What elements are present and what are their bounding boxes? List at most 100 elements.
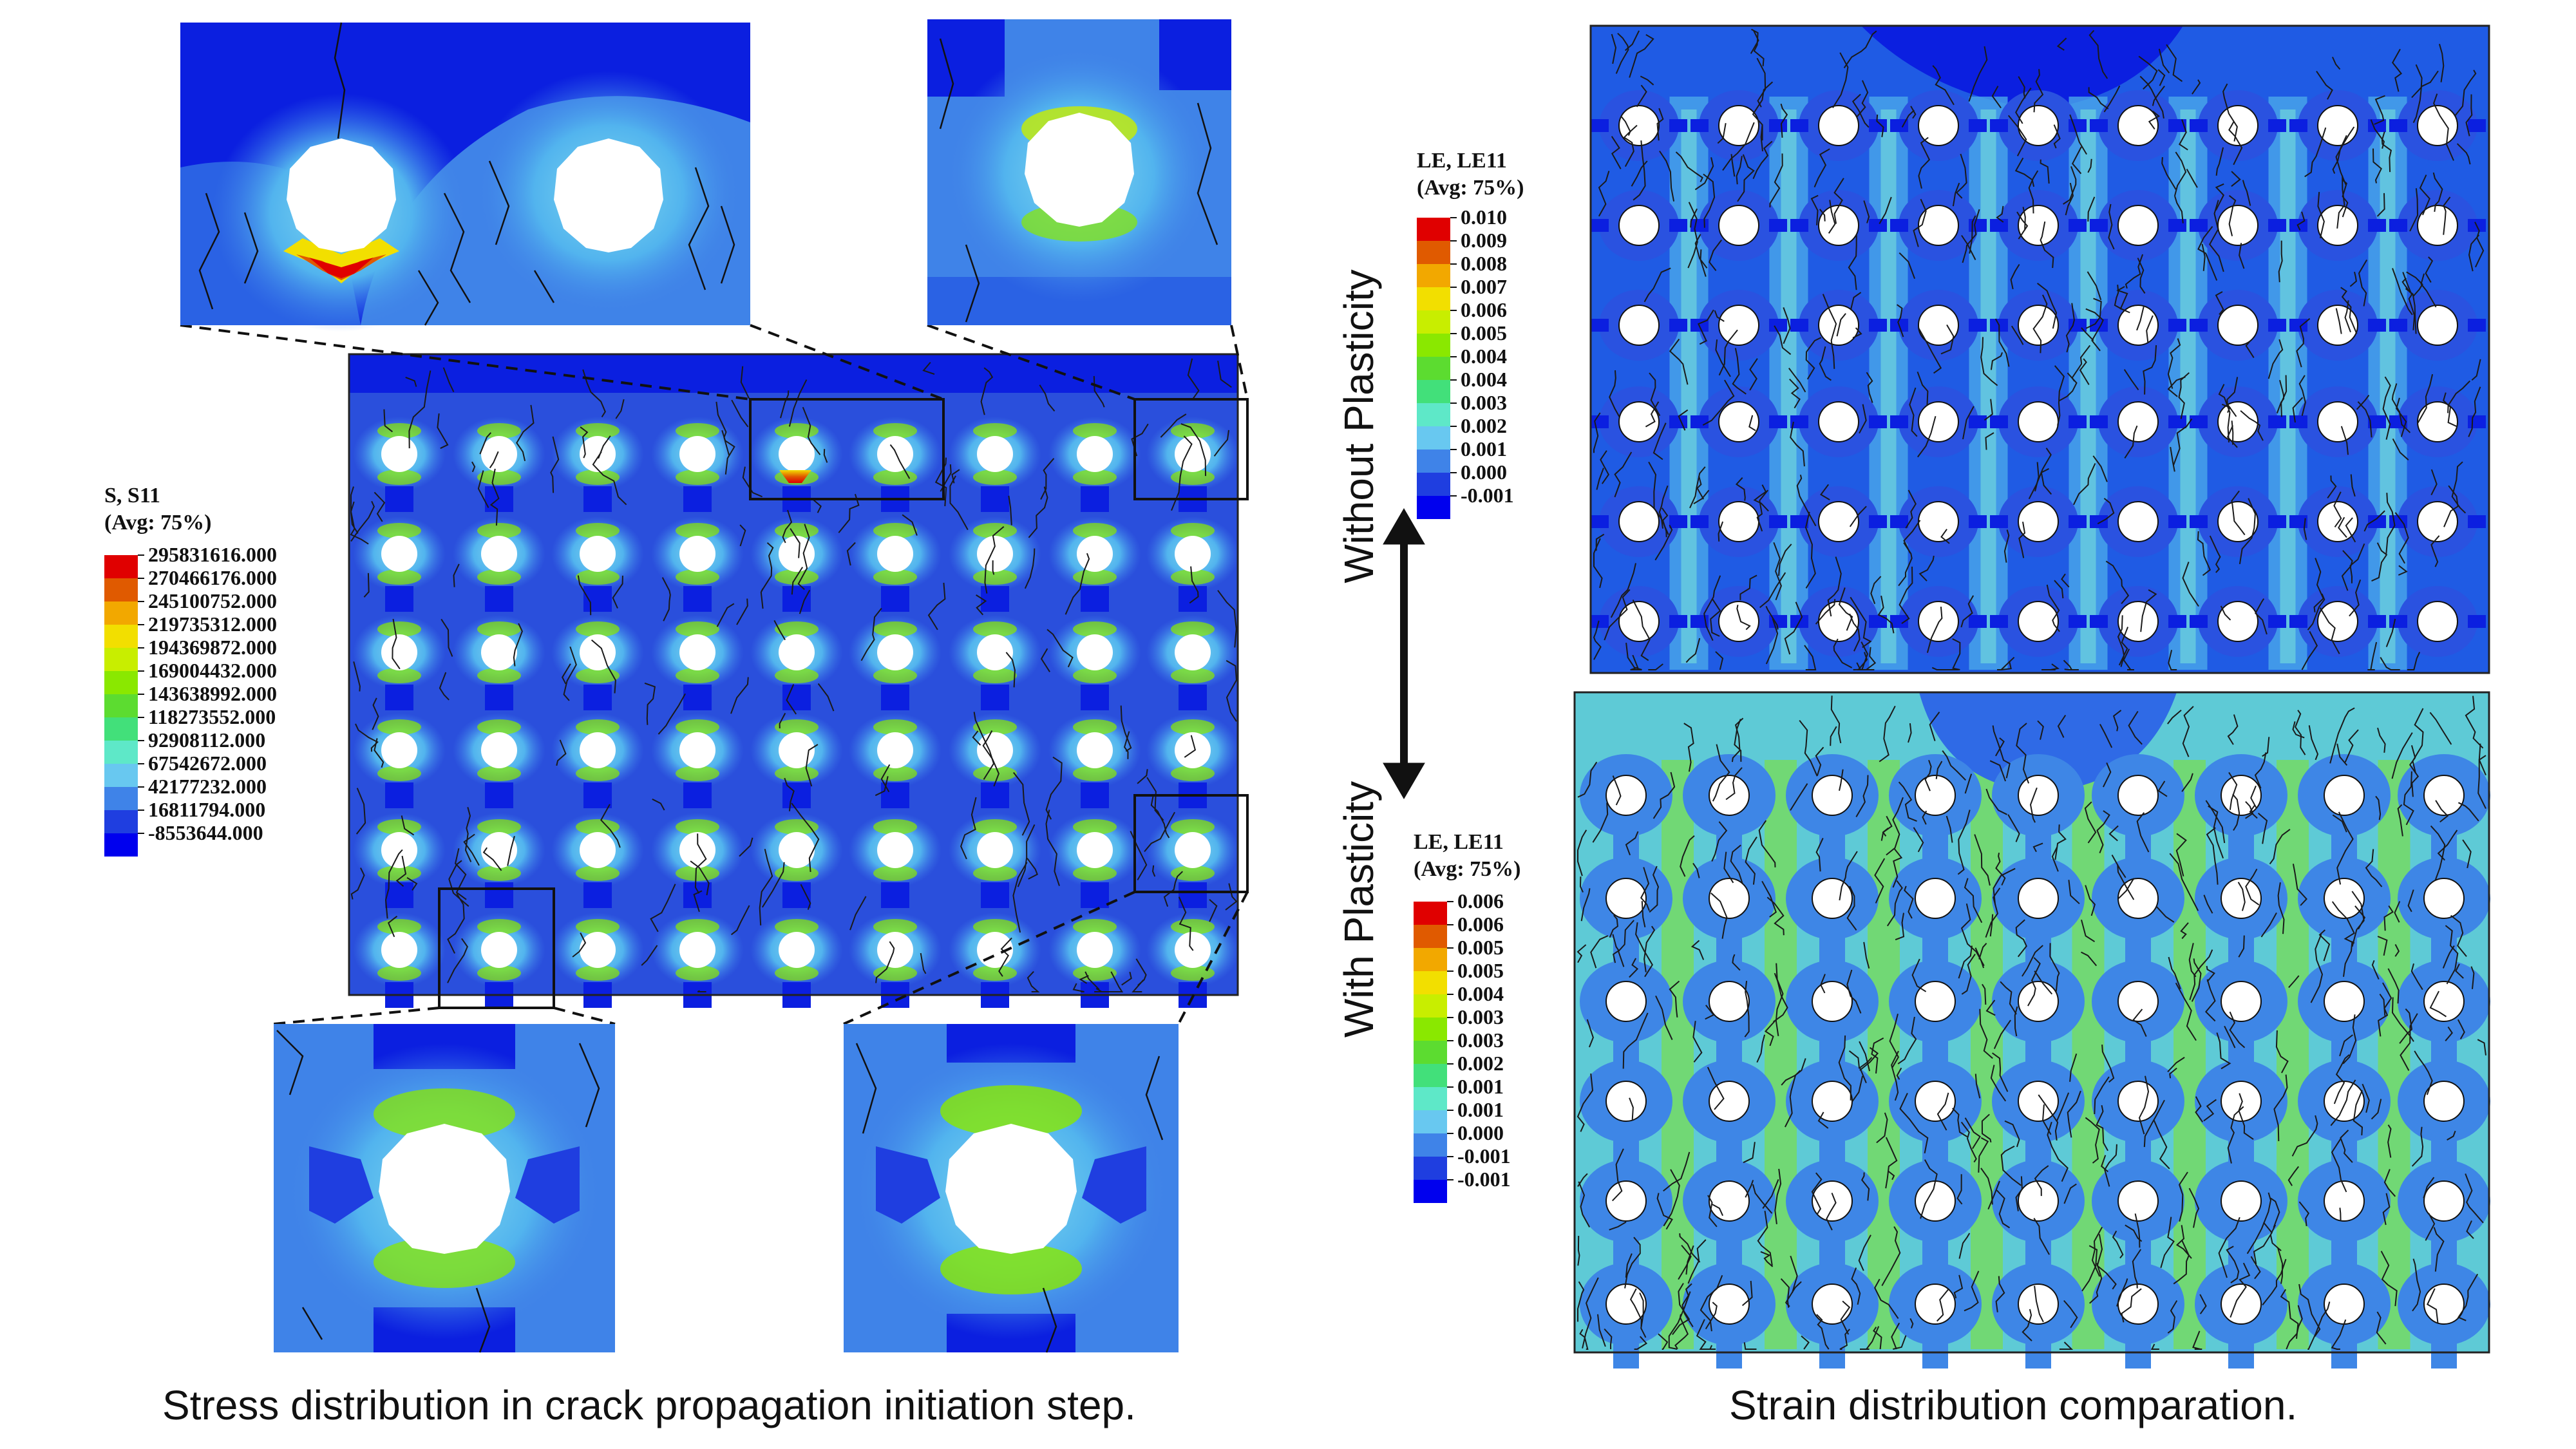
crack-line bbox=[2468, 386, 2481, 437]
label-with-plasticity: With Plasticity bbox=[1336, 781, 1382, 1038]
crack-line bbox=[2425, 256, 2434, 283]
crack-line bbox=[1898, 781, 1917, 822]
crack-line bbox=[1732, 348, 1747, 395]
strain-hole-lobe bbox=[2069, 415, 2087, 428]
crack-line bbox=[2047, 1121, 2069, 1182]
crack-line bbox=[1774, 325, 1792, 355]
crack-line bbox=[1661, 507, 1669, 538]
strain-band-core bbox=[1781, 109, 1797, 663]
crack-line bbox=[736, 598, 748, 625]
stress-hole-hotband bbox=[676, 569, 719, 585]
crack-line bbox=[383, 409, 393, 433]
crack-line bbox=[1886, 797, 1904, 856]
crack-line bbox=[1995, 737, 2005, 757]
strain-legend-without-plasticity: LE, LE11 (Avg: 75%) 0.0100.0090.0080.007… bbox=[1417, 149, 1524, 519]
strain-hole-lobe bbox=[1969, 219, 1987, 232]
strain-ligament bbox=[1613, 1340, 1639, 1368]
crack-line bbox=[1859, 1046, 1879, 1071]
crack-line bbox=[1629, 1097, 1634, 1120]
crack-line bbox=[2197, 531, 2211, 576]
crack-line bbox=[1577, 1281, 1585, 1322]
crack-line bbox=[2034, 1285, 2044, 1323]
strain-band-core bbox=[2380, 109, 2396, 663]
crack-line bbox=[1718, 521, 1724, 542]
crack-line bbox=[1617, 920, 1634, 967]
crack-line bbox=[2335, 126, 2355, 185]
legend-swatch bbox=[104, 694, 138, 717]
zoom-box-bottom-left bbox=[438, 887, 555, 1009]
crack-line bbox=[2228, 121, 2243, 166]
stress-hole bbox=[977, 536, 1013, 572]
crack-line bbox=[1909, 387, 1918, 437]
crack-line bbox=[2327, 475, 2337, 498]
crack-line bbox=[1917, 416, 1937, 458]
legend-swatch bbox=[1417, 473, 1450, 496]
crack-line bbox=[2387, 1124, 2392, 1158]
strain-hole-lobe bbox=[1990, 615, 2008, 628]
crack-line bbox=[1839, 1329, 1850, 1350]
crack-line bbox=[2456, 143, 2471, 165]
stress-hole bbox=[779, 536, 815, 572]
stress-hole-hotband bbox=[676, 621, 719, 637]
strain-hole-lobe bbox=[1890, 219, 1908, 232]
crack-line bbox=[2342, 1014, 2357, 1065]
crack-line bbox=[1610, 563, 1636, 618]
crack-line bbox=[2253, 1222, 2273, 1265]
crack-line bbox=[1663, 1169, 1680, 1227]
crack-line bbox=[2230, 1262, 2251, 1318]
stress-hole-hotband bbox=[775, 766, 819, 781]
crack-line bbox=[2112, 1230, 2124, 1259]
strain-hole-lobe bbox=[1790, 515, 1808, 528]
crack-line bbox=[1697, 309, 1714, 345]
crack-line bbox=[2376, 193, 2385, 217]
strain-hole bbox=[1618, 501, 1660, 542]
crack-line bbox=[1859, 404, 1867, 434]
crack-line bbox=[2189, 949, 2213, 1001]
crack-line bbox=[1658, 1333, 1669, 1350]
crack-line bbox=[2255, 598, 2268, 635]
stress-hole bbox=[381, 832, 417, 868]
stress-hole bbox=[381, 932, 417, 968]
crack-line bbox=[2174, 196, 2184, 223]
stress-hole-hotband bbox=[873, 621, 917, 637]
crack-line bbox=[1702, 379, 1735, 426]
stress-ligament bbox=[782, 782, 811, 808]
stress-hole-hotband bbox=[576, 668, 620, 683]
strain-hole bbox=[1818, 305, 1859, 346]
crack-line bbox=[2028, 448, 2052, 500]
strain-ligament bbox=[2125, 1236, 2151, 1265]
crack-line bbox=[2432, 172, 2443, 213]
crack-line bbox=[1790, 783, 1808, 811]
stress-ligament bbox=[981, 782, 1009, 808]
crack-line bbox=[2451, 461, 2467, 514]
strain-panel-without-plasticity bbox=[1589, 24, 2490, 674]
crack-line bbox=[1614, 451, 1633, 498]
strain-hole bbox=[2221, 878, 2262, 919]
crack-line bbox=[1960, 1121, 1977, 1163]
crack-line bbox=[591, 639, 616, 694]
stress-hole-hotband bbox=[676, 523, 719, 538]
strain-ligament bbox=[1819, 934, 1845, 963]
crack-line bbox=[1958, 945, 1973, 979]
crack-line bbox=[2057, 714, 2067, 738]
crack-line bbox=[2340, 287, 2358, 334]
crack-line bbox=[2099, 724, 2113, 748]
crack-line bbox=[1896, 1067, 1902, 1080]
strain-hole-lobe bbox=[1869, 615, 1887, 628]
crack-line bbox=[2014, 157, 2035, 187]
crack-line bbox=[2394, 512, 2409, 564]
crack-line bbox=[2049, 943, 2060, 992]
stress-hole bbox=[877, 436, 913, 472]
crack-line bbox=[2245, 868, 2260, 905]
crack-line bbox=[1980, 337, 1998, 386]
strain-hole-lobe bbox=[2090, 615, 2108, 628]
crack-line bbox=[2371, 960, 2380, 980]
crack-line bbox=[513, 623, 523, 667]
crack-line bbox=[2331, 1138, 2347, 1193]
crack-line bbox=[1577, 944, 1587, 963]
crack-line bbox=[2442, 945, 2455, 969]
crack-line bbox=[2411, 1126, 2424, 1167]
crack-line bbox=[2016, 723, 2030, 784]
crack-line bbox=[1683, 723, 1694, 772]
crack-line bbox=[2412, 708, 2424, 773]
